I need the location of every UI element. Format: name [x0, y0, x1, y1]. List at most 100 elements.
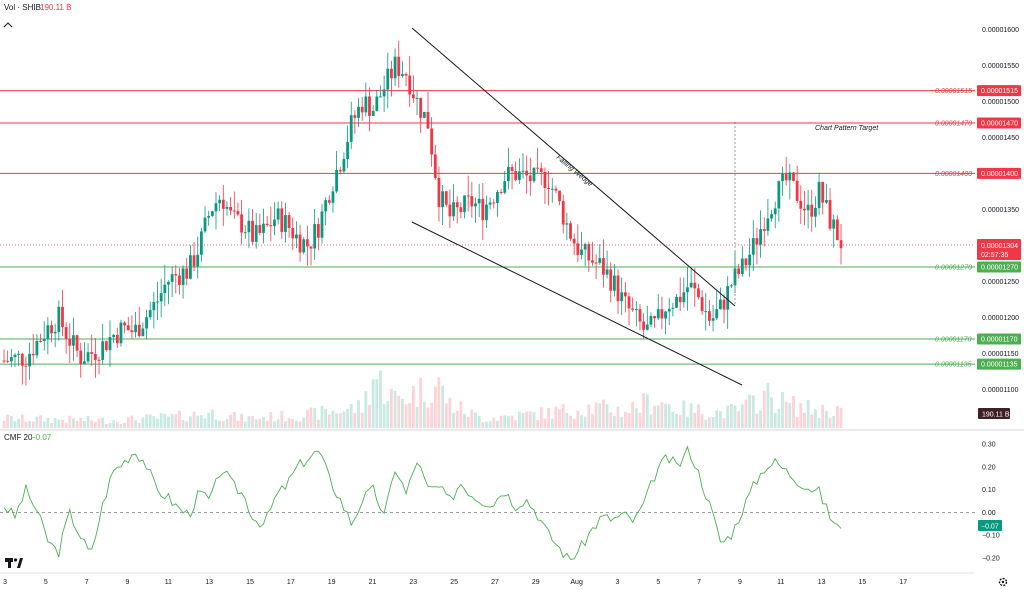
candle-body[interactable] — [309, 246, 313, 249]
collapse-icon[interactable] — [3, 22, 13, 28]
candle-body[interactable] — [225, 206, 229, 209]
candle-body[interactable] — [792, 172, 795, 181]
candle-body[interactable] — [115, 334, 119, 344]
candle-body[interactable] — [156, 301, 159, 303]
candle-body[interactable] — [612, 275, 616, 291]
candle-body[interactable] — [236, 211, 240, 215]
candle-body[interactable] — [86, 352, 90, 362]
candle-body[interactable] — [803, 208, 806, 211]
candle-body[interactable] — [203, 217, 207, 232]
candle-body[interactable] — [9, 357, 13, 362]
candle-body[interactable] — [671, 307, 675, 309]
candle-body[interactable] — [298, 234, 302, 253]
candle-body[interactable] — [393, 56, 397, 79]
candle-body[interactable] — [591, 260, 594, 263]
candle-body[interactable] — [638, 309, 642, 322]
candle-body[interactable] — [269, 225, 273, 227]
candle-body[interactable] — [576, 243, 580, 255]
candle-body[interactable] — [729, 285, 733, 287]
candle-body[interactable] — [656, 309, 660, 319]
candle-body[interactable] — [496, 191, 499, 203]
candle-body[interactable] — [382, 89, 386, 97]
candle-body[interactable] — [740, 258, 744, 274]
candle-body[interactable] — [324, 200, 328, 212]
candle-body[interactable] — [441, 191, 445, 208]
candle-body[interactable] — [550, 188, 554, 190]
candle-body[interactable] — [57, 306, 61, 332]
candle-body[interactable] — [353, 115, 357, 118]
candle-body[interactable] — [72, 335, 75, 346]
candle-body[interactable] — [488, 202, 492, 205]
gear-icon[interactable] — [998, 577, 1008, 587]
candle-body[interactable] — [360, 106, 364, 113]
candle-body[interactable] — [828, 200, 832, 229]
candle-body[interactable] — [693, 282, 697, 289]
candle-body[interactable] — [605, 269, 609, 275]
candle-body[interactable] — [232, 210, 236, 212]
candle-body[interactable] — [770, 214, 773, 219]
time-axis[interactable]: 3 5 7 9 11 13 15 17 19 21 23 25 27 29 Aug 3 5 7 9 11 13 15 17 — [3, 579, 907, 586]
candle-body[interactable] — [510, 166, 514, 172]
candle-body[interactable] — [788, 172, 792, 181]
candle-body[interactable] — [708, 311, 711, 321]
candle-body[interactable] — [375, 96, 379, 111]
candle-body[interactable] — [75, 335, 79, 351]
volume-legend[interactable]: Vol · SHIB 190.11 B — [4, 3, 71, 12]
candle-body[interactable] — [634, 309, 638, 311]
candle-body[interactable] — [598, 258, 602, 263]
candle-body[interactable] — [408, 75, 412, 95]
candle-body[interactable] — [832, 219, 836, 229]
candle-body[interactable] — [777, 181, 781, 209]
candle-body[interactable] — [459, 207, 463, 212]
candle-body[interactable] — [24, 365, 28, 367]
candle-body[interactable] — [411, 94, 415, 99]
candle-body[interactable] — [565, 223, 569, 225]
candle-body[interactable] — [152, 301, 156, 311]
candle-body[interactable] — [134, 324, 137, 333]
candle-body[interactable] — [839, 240, 843, 249]
candle-body[interactable] — [514, 171, 518, 181]
candle-body[interactable] — [759, 229, 762, 245]
candle-body[interactable] — [53, 331, 57, 334]
candle-body[interactable] — [265, 223, 269, 226]
candle-body[interactable] — [397, 56, 401, 77]
candle-body[interactable] — [50, 325, 53, 334]
candle-body[interactable] — [167, 281, 170, 285]
candle-body[interactable] — [2, 360, 6, 362]
candle-body[interactable] — [178, 275, 181, 285]
candle-body[interactable] — [46, 325, 50, 340]
candle-body[interactable] — [664, 311, 667, 319]
candle-body[interactable] — [817, 181, 821, 208]
candle-body[interactable] — [229, 206, 233, 211]
candle-body[interactable] — [240, 214, 243, 233]
candle-body[interactable] — [192, 255, 196, 267]
candle-body[interactable] — [711, 318, 715, 321]
candle-body[interactable] — [302, 239, 306, 253]
candle-body[interactable] — [682, 292, 686, 303]
candle-body[interactable] — [258, 225, 262, 233]
candle-body[interactable] — [342, 159, 346, 172]
candle-body[interactable] — [42, 339, 46, 342]
candle-body[interactable] — [543, 171, 547, 189]
candle-body[interactable] — [755, 238, 759, 245]
candle-body[interactable] — [346, 141, 349, 160]
candle-body[interactable] — [185, 268, 189, 279]
candle-body[interactable] — [806, 204, 810, 211]
candle-body[interactable] — [678, 296, 682, 303]
candle-body[interactable] — [90, 352, 94, 354]
candle-body[interactable] — [704, 311, 708, 313]
candle-body[interactable] — [79, 350, 83, 364]
candle-body[interactable] — [715, 309, 719, 319]
candle-body[interactable] — [477, 198, 481, 204]
candle-body[interactable] — [174, 274, 178, 276]
candle-body[interactable] — [316, 224, 320, 238]
candle-body[interactable] — [404, 74, 408, 76]
candle-body[interactable] — [623, 292, 627, 297]
candle-body[interactable] — [766, 218, 770, 231]
candle-body[interactable] — [667, 308, 671, 312]
candle-body[interactable] — [686, 287, 689, 293]
candle-body[interactable] — [645, 324, 649, 330]
candlesticks[interactable] — [2, 40, 843, 386]
cmf-axis[interactable]: 0.30 0.20 0.10 0.00 −0.10 −0.20 — [982, 441, 1000, 562]
